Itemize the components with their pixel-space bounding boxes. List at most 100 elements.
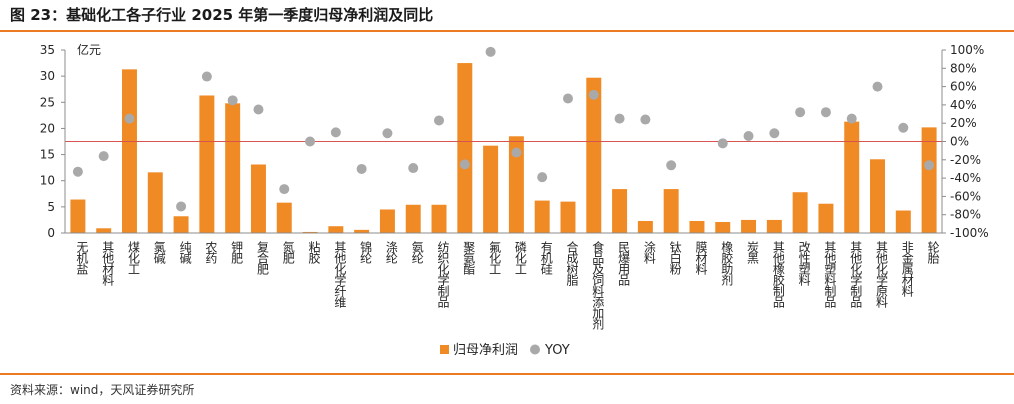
y-left-tick-label: 5	[47, 200, 55, 214]
bar	[147, 172, 163, 233]
y-right-tick-label: 100%	[950, 43, 984, 57]
bar	[921, 127, 937, 233]
category-label: 橡胶助剂	[720, 241, 734, 286]
bar	[612, 189, 628, 233]
category-label: 钛白粉	[668, 240, 682, 275]
bar	[586, 77, 602, 233]
bar	[870, 159, 885, 233]
yoy-point	[279, 184, 290, 195]
bar	[250, 164, 266, 233]
category-label: 其他塑料制品	[823, 241, 837, 308]
yoy-point	[562, 93, 573, 104]
bar	[689, 220, 705, 233]
yoy-point	[640, 114, 651, 125]
legend-swatch-bar	[440, 345, 449, 354]
yoy-point	[253, 104, 264, 115]
bar	[637, 220, 653, 233]
yoy-point	[201, 71, 212, 82]
y-right-tick-label: -20%	[950, 153, 981, 167]
category-labels: 无机盐 其他材料 煤化工 氯碱 纯碱 农药 钾肥 复合肥 氮肥 粘胶 其他化学纤维 锦纶 涤纶 氨纶 纺织化…	[75, 240, 940, 330]
category-label: 非金属材料	[900, 241, 914, 297]
y-left-tick-label: 15	[40, 148, 55, 162]
yoy-point	[537, 172, 548, 183]
bar	[792, 192, 808, 233]
yoy-point	[227, 95, 238, 106]
yoy-point	[614, 113, 625, 124]
bar	[560, 201, 576, 233]
bar	[225, 103, 241, 234]
yoy-point	[846, 113, 857, 124]
yoy-point	[408, 163, 419, 174]
y-left-unit-label: 亿元	[77, 42, 101, 57]
category-label: 纺织化学制品	[436, 241, 450, 308]
bar	[457, 63, 473, 233]
yoy-point	[898, 122, 909, 133]
bar	[663, 189, 679, 233]
category-label: 有机硅	[539, 241, 553, 275]
bar	[483, 145, 499, 233]
y-left-tick-label: 25	[40, 95, 55, 109]
bar	[70, 199, 86, 233]
bar	[354, 229, 370, 233]
yoy-point	[820, 107, 831, 118]
bar	[276, 202, 292, 233]
yoy-point	[459, 159, 470, 170]
y-right-tick-label: -100%	[950, 226, 989, 240]
category-label: 磷化工	[513, 240, 527, 274]
bar	[895, 210, 911, 233]
y-left-tick-label: 0	[47, 226, 55, 240]
yoy-point	[98, 151, 109, 162]
y-left-tick-label: 20	[40, 121, 55, 135]
chart-title: 图 23：基础化工各子行业 2025 年第一季度归母净利润及同比	[10, 6, 434, 24]
bar	[766, 219, 782, 233]
bottom-rule	[0, 373, 1014, 375]
yoy-point	[124, 113, 135, 124]
title-bar: 图 23：基础化工各子行业 2025 年第一季度归母净利润及同比	[0, 0, 1014, 30]
category-label: 氯碱	[152, 241, 166, 265]
bar	[328, 226, 344, 233]
source-note: 资料来源：wind，天风证券研究所	[10, 383, 195, 397]
bar	[199, 95, 215, 233]
chart: 0 5 10 15 20 25 30 35 -100% -80% -60% -40% -20% 0% 20%…	[40, 42, 989, 358]
category-label: 氮肥	[281, 240, 295, 264]
yoy-point	[666, 160, 677, 171]
category-label: 氟化工	[488, 241, 502, 274]
y-right-tick-label: 60%	[950, 80, 977, 94]
y-right-tick-label: 40%	[950, 98, 977, 112]
category-label: 涤纶	[384, 241, 398, 264]
bar	[405, 204, 421, 233]
category-label: 民爆用品	[617, 241, 631, 286]
yoy-point	[717, 138, 728, 149]
category-label: 钾肥	[230, 241, 244, 264]
category-label: 膜材料	[694, 241, 708, 275]
y-right-tick-label: 80%	[950, 61, 977, 75]
legend-label-bar: 归母净利润	[453, 343, 518, 358]
yoy-point	[511, 147, 522, 158]
category-label: 无机盐	[75, 241, 89, 275]
bar	[173, 216, 189, 233]
category-label: 其他橡胶制品	[771, 241, 785, 308]
bar	[379, 209, 395, 233]
category-label: 锦纶	[359, 241, 373, 264]
yoy-point	[795, 107, 806, 118]
y-right-tick-label: -60%	[950, 189, 981, 203]
category-label: 轮胎	[926, 241, 940, 264]
category-label: 复合肥	[255, 241, 269, 275]
y-left-tick-label: 30	[40, 69, 55, 83]
legend-swatch-dot	[530, 344, 540, 355]
y-left-tick-label: 35	[40, 43, 55, 57]
y-left-tick-label: 10	[40, 174, 55, 188]
yoy-point	[305, 136, 316, 147]
category-label: 农药	[204, 241, 218, 264]
category-label: 其他化学纤维	[333, 241, 347, 308]
yoy-point	[872, 81, 883, 92]
bar	[96, 228, 112, 233]
yoy-point	[356, 163, 367, 174]
yoy-point	[330, 127, 341, 138]
category-label: 纯碱	[178, 241, 192, 265]
category-label: 合成树脂	[565, 240, 579, 287]
plot-area	[65, 46, 942, 234]
top-rule	[0, 30, 1014, 32]
bar	[534, 200, 550, 233]
yoy-point	[176, 201, 187, 212]
